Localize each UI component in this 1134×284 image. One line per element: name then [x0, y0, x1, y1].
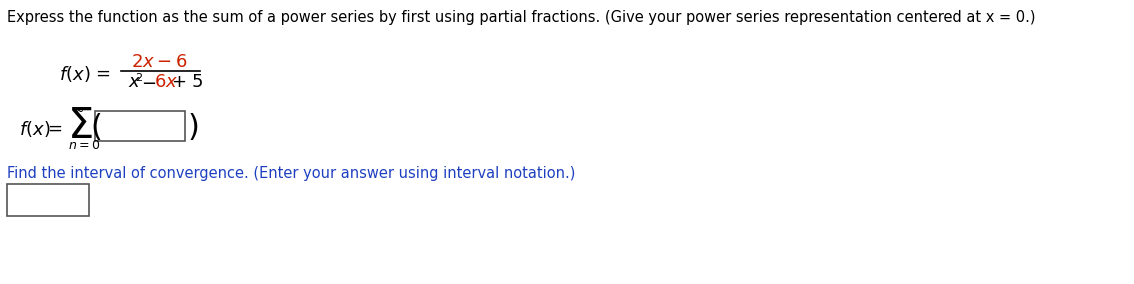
Text: $x$: $x$ [128, 73, 141, 91]
Text: $6x$: $6x$ [153, 73, 178, 91]
Text: $f(x)$: $f(x)$ [59, 64, 91, 84]
Text: $\Sigma$: $\Sigma$ [67, 105, 93, 147]
Text: =: = [48, 120, 62, 138]
Text: $2$: $2$ [135, 71, 143, 83]
Text: Express the function as the sum of a power series by first using partial fractio: Express the function as the sum of a pow… [7, 10, 1035, 25]
Text: Find the interval of convergence. (Enter your answer using interval notation.): Find the interval of convergence. (Enter… [7, 166, 575, 181]
Text: $+\ 5$: $+\ 5$ [171, 73, 204, 91]
Text: $\infty$: $\infty$ [71, 102, 84, 116]
Text: $f(x)$: $f(x)$ [19, 119, 50, 139]
FancyBboxPatch shape [95, 111, 186, 141]
Text: $2x - 6$: $2x - 6$ [132, 53, 188, 71]
Text: $($: $($ [90, 110, 101, 141]
Text: $-\ $: $-\ $ [141, 73, 155, 91]
Text: $)$: $)$ [187, 110, 198, 141]
FancyBboxPatch shape [7, 184, 88, 216]
Text: $n = 0$: $n = 0$ [68, 139, 101, 151]
Text: =: = [95, 65, 110, 83]
